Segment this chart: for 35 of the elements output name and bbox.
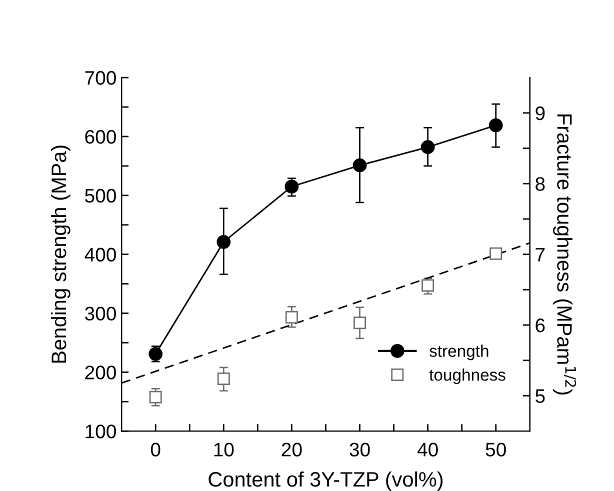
x-axis-title: Content of 3Y-TZP (vol%) xyxy=(208,471,443,491)
x-tick-label: 20 xyxy=(282,442,302,456)
y2-tick-label: 7 xyxy=(536,248,545,262)
point xyxy=(354,316,366,330)
point xyxy=(488,118,503,132)
legend-label: toughness xyxy=(429,368,506,384)
point xyxy=(420,140,435,154)
point xyxy=(216,235,231,249)
y-tick-label: 600 xyxy=(85,130,116,144)
point xyxy=(148,346,163,361)
x-tick-label: 40 xyxy=(417,442,438,456)
y-tick-label: 700 xyxy=(85,71,116,85)
point xyxy=(490,247,502,260)
y-axis-title: Bending strength (MPa) xyxy=(50,146,70,363)
point xyxy=(422,279,434,292)
y2-tick-label: 9 xyxy=(536,106,545,120)
legend-label: strength xyxy=(430,344,488,360)
y2-axis-title: Fracture toughness (MPam$^{1/2}$) xyxy=(552,114,576,395)
y2-tick-label: 6 xyxy=(536,318,545,332)
y-tick-label: 200 xyxy=(85,366,116,380)
y-tick-label: 400 xyxy=(84,248,116,262)
point xyxy=(149,390,162,404)
point xyxy=(284,180,299,194)
y-tick-label: 300 xyxy=(85,306,116,320)
y-tick-label: 100 xyxy=(86,424,116,438)
point xyxy=(352,158,367,172)
y2-tick-label: 8 xyxy=(536,177,545,191)
x-tick-label: 30 xyxy=(350,442,370,456)
point xyxy=(285,311,298,324)
x-tick-label: 0 xyxy=(150,442,160,456)
y-tick-label: 500 xyxy=(85,188,116,203)
x-tick-label: 50 xyxy=(486,442,506,456)
x-tick-label: 10 xyxy=(214,442,234,456)
y2-tick-label: 5 xyxy=(536,389,545,403)
point xyxy=(217,372,230,386)
